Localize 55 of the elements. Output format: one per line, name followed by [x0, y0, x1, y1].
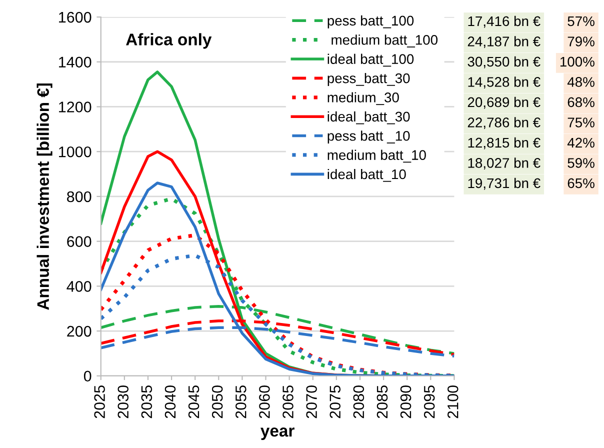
y-tick-label: 1600 [59, 12, 92, 23]
x-tick-label: 2035 [141, 386, 152, 418]
x-axis-title: year [260, 428, 294, 440]
x-tick-label: 2025 [94, 386, 105, 418]
text: 59% [568, 158, 594, 168]
x-tick-label: 2045 [188, 386, 200, 418]
text: 42% [567, 138, 594, 148]
y-tick-label: 0 [84, 370, 92, 382]
legend-label: pess batt _10 [328, 130, 410, 144]
legend-label: medium batt_100 [332, 34, 438, 48]
y-tick-label: 600 [67, 236, 92, 247]
text: 48% [567, 77, 594, 87]
y-tick-label: 1000 [59, 146, 92, 158]
legend-label: medium batt_10 [328, 150, 426, 163]
y-tick-label: 200 [67, 326, 92, 337]
x-tick-label: 2030 [118, 385, 129, 418]
text: 30,550 bn € [468, 56, 540, 68]
legend-label: ideal_batt_30 [328, 111, 410, 124]
text: 19,731 bn € [468, 178, 540, 190]
text: 75% [568, 118, 594, 128]
x-tick-label: 2080 [353, 385, 364, 418]
x-tick-label: 2090 [400, 385, 412, 418]
y-axis-title: Annual investment [billion €] [36, 83, 52, 310]
y-tick-label: 1200 [59, 102, 92, 112]
x-tick-label: 2085 [376, 386, 388, 418]
text: 12,815 bn € [468, 137, 540, 150]
text: 57% [568, 16, 594, 26]
y-tick-label: 400 [66, 281, 92, 292]
x-tick-label: 2055 [235, 386, 246, 418]
text: 20,689 bn € [468, 96, 540, 109]
text: 65% [568, 178, 594, 188]
legend-label: ideal batt_10 [328, 168, 406, 182]
x-tick-label: 2100 [447, 385, 458, 418]
text: 68% [568, 97, 594, 108]
x-tick-label: 2040 [164, 385, 176, 418]
text: 18,027 bn € [468, 158, 540, 170]
text: 100% [560, 56, 594, 67]
x-tick-label: 2070 [306, 385, 317, 418]
y-tick-label: 1400 [59, 56, 92, 68]
x-tick-label: 2095 [424, 386, 435, 418]
x-tick-label: 2050 [212, 385, 223, 418]
text: 24,187 bn € [468, 36, 540, 48]
annotation: Africa only [126, 33, 212, 49]
text: 14,528 bn € [468, 76, 540, 89]
legend-label: pess_batt_30 [328, 72, 410, 86]
text: 79% [568, 36, 594, 46]
x-tick-label: 2075 [330, 386, 341, 418]
text: 17,416 bn € [468, 16, 540, 28]
legend-label: ideal batt_100 [328, 54, 414, 67]
x-tick-label: 2065 [282, 386, 294, 418]
text: 22,786 bn € [468, 117, 540, 130]
y-tick-label: 800 [67, 191, 92, 202]
legend-label: medium_30 [328, 92, 399, 106]
x-tick-label: 2060 [259, 385, 270, 418]
legend-label: pess batt_100 [328, 15, 414, 28]
